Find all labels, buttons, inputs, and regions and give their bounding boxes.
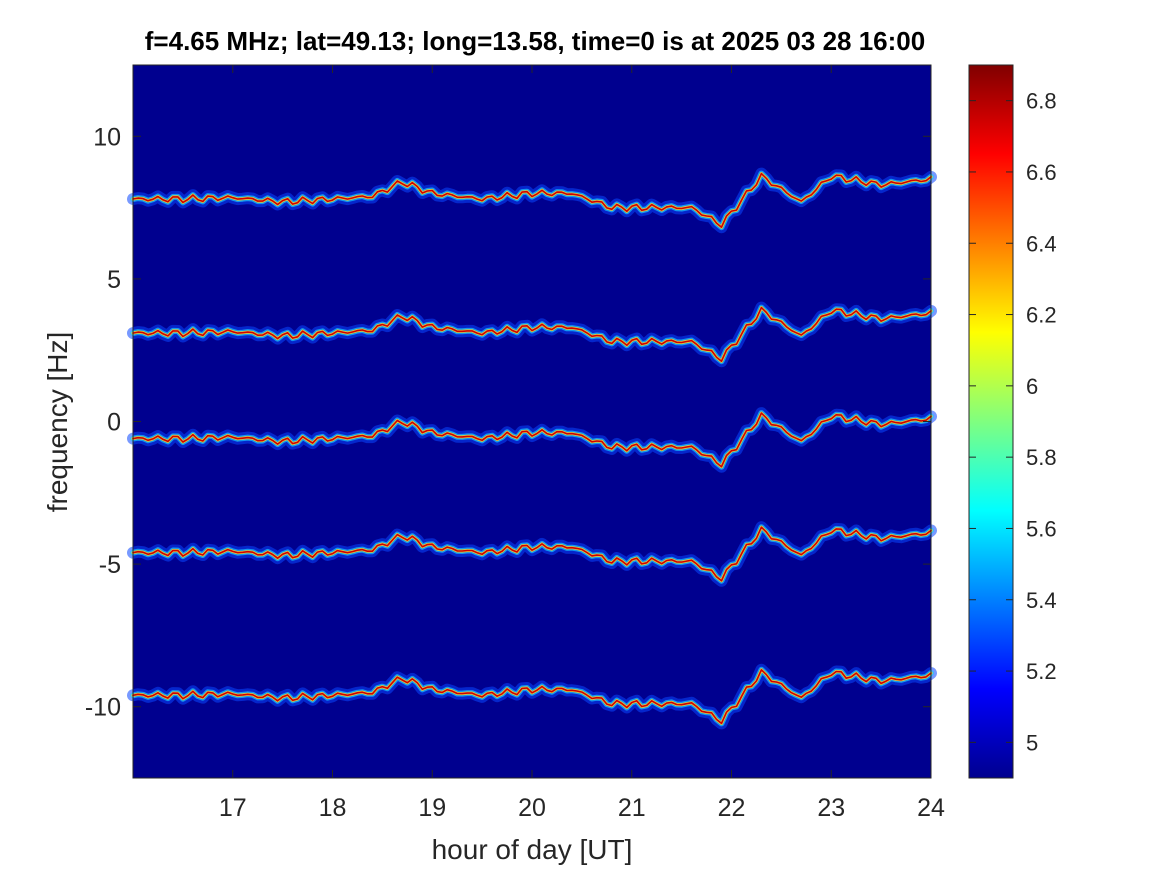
y-axis-label: frequency [Hz] bbox=[42, 332, 73, 513]
x-tick-label: 18 bbox=[319, 794, 347, 822]
y-tick-label: 5 bbox=[107, 266, 121, 294]
trace-line bbox=[132, 306, 932, 362]
y-tick-label: -10 bbox=[85, 694, 121, 722]
colorbar-gradient bbox=[968, 64, 1014, 779]
trace-layer bbox=[127, 167, 937, 730]
plot-area bbox=[127, 64, 937, 779]
x-tick-label: 23 bbox=[817, 794, 845, 822]
doppler-trace bbox=[127, 167, 937, 234]
colorbar-tick-label: 6.4 bbox=[1026, 231, 1057, 256]
x-axis-label: hour of day [UT] bbox=[432, 834, 633, 865]
plot-background bbox=[133, 65, 931, 778]
doppler-trace bbox=[127, 301, 937, 368]
doppler-trace bbox=[127, 663, 937, 730]
x-tick-label: 22 bbox=[718, 794, 746, 822]
colorbar-tick-label: 5.4 bbox=[1026, 588, 1057, 613]
chart-title: f=4.65 MHz; lat=49.13; long=13.58, time=… bbox=[145, 26, 925, 56]
doppler-trace bbox=[127, 521, 937, 587]
trace-line bbox=[132, 172, 932, 228]
doppler-trace bbox=[127, 407, 937, 473]
trace-line bbox=[132, 412, 932, 468]
x-tick-label: 20 bbox=[518, 794, 546, 822]
colorbar-ticks: 6.8 6.6 6.4 6.2 6 5.8 5.6 5.4 5.2 5 bbox=[969, 89, 1057, 755]
colorbar-tick-label: 6 bbox=[1026, 374, 1038, 399]
x-axis: 17 18 19 20 21 22 23 24 bbox=[219, 65, 945, 822]
colorbar-tick-label: 6.6 bbox=[1026, 160, 1057, 185]
y-axis: 10 5 0 -5 -10 bbox=[85, 123, 931, 722]
colorbar: 6.8 6.6 6.4 6.2 6 5.8 5.6 5.4 5.2 5 bbox=[968, 64, 1057, 779]
y-tick-label: 10 bbox=[93, 123, 121, 151]
x-tick-label: 19 bbox=[418, 794, 446, 822]
y-tick-label: 0 bbox=[107, 409, 121, 437]
trace-line bbox=[132, 526, 932, 582]
colorbar-tick-label: 6.8 bbox=[1026, 89, 1057, 114]
colorbar-tick-label: 5 bbox=[1026, 730, 1038, 755]
y-tick-label: -5 bbox=[99, 551, 121, 579]
x-tick-label: 24 bbox=[917, 794, 945, 822]
colorbar-tick-label: 5.6 bbox=[1026, 516, 1057, 541]
trace-line bbox=[132, 669, 932, 725]
colorbar-tick-label: 5.2 bbox=[1026, 659, 1057, 684]
colorbar-tick-label: 5.8 bbox=[1026, 445, 1057, 470]
x-tick-label: 21 bbox=[618, 794, 646, 822]
colorbar-tick-label: 6.2 bbox=[1026, 303, 1057, 328]
x-tick-label: 17 bbox=[219, 794, 247, 822]
